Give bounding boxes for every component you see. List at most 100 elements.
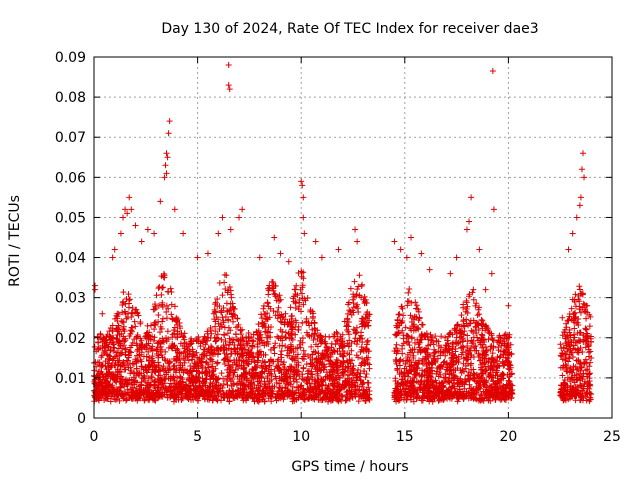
data-point [233,381,240,388]
data-point [459,349,466,356]
data-point [471,394,478,401]
data-point [296,392,303,399]
data-point [144,226,151,233]
data-point [155,352,162,359]
data-point [227,226,234,233]
data-point [398,370,405,377]
data-point [125,364,132,371]
data-point [398,303,405,310]
data-point [187,362,194,369]
data-point [297,344,304,351]
data-point [346,381,353,388]
data-point [176,367,183,374]
data-point [267,356,274,363]
data-point [263,328,270,335]
data-point [223,300,230,307]
data-point [561,379,568,386]
data-point [355,354,362,361]
data-point [578,364,585,371]
data-point [300,214,307,221]
data-point [270,307,277,314]
data-point [410,385,417,392]
data-point [306,380,313,387]
data-point [444,367,451,374]
data-point [128,313,135,320]
data-point [168,301,175,308]
data-point [464,343,471,350]
data-point [289,336,296,343]
data-point [214,359,221,366]
data-point [137,389,144,396]
data-point [126,297,133,304]
data-point [215,230,222,237]
data-point [577,309,584,316]
data-point [180,230,187,237]
data-point [557,364,564,371]
data-point [280,359,287,366]
data-point [468,337,475,344]
data-point [221,332,228,339]
data-point [291,286,298,293]
data-point [255,321,262,328]
data-point [299,290,306,297]
data-point [275,304,282,311]
data-point [219,214,226,221]
data-point [351,278,358,285]
data-point [259,320,266,327]
data-point [193,349,200,356]
data-point [455,359,462,366]
data-point [155,285,162,292]
data-point [157,343,164,350]
data-point [121,366,128,373]
y-tick-label: 0.02 [55,331,86,347]
data-point [220,342,227,349]
data-point [347,360,354,367]
data-point [398,394,405,401]
data-point [587,359,594,366]
data-point [574,349,581,356]
data-point [318,254,325,261]
data-point [214,296,221,303]
data-point [407,312,414,319]
data-point [117,351,124,358]
data-point [499,370,506,377]
data-point [236,214,243,221]
data-point [94,333,101,340]
data-point [565,358,572,365]
data-point [348,340,355,347]
data-point [121,328,128,335]
data-point [239,326,246,333]
y-tick-label: 0.03 [55,291,86,307]
data-point [418,330,425,337]
data-point [250,338,257,345]
data-point [576,305,583,312]
data-point [138,349,145,356]
data-point [464,360,471,367]
data-point [447,270,454,277]
data-point [566,341,573,348]
data-point [410,352,417,359]
data-point [460,322,467,329]
data-point [311,384,318,391]
data-point [466,390,473,397]
data-point [403,396,410,403]
data-point [271,350,278,357]
data-point [134,332,141,339]
data-point [339,337,346,344]
data-point [215,316,222,323]
data-point [292,317,299,324]
data-point [463,226,470,233]
data-point [297,383,304,390]
data-point [179,376,186,383]
data-point [578,364,585,371]
data-point [285,258,292,265]
data-point [309,376,316,383]
data-point [305,395,312,402]
data-point [492,357,499,364]
data-point [239,206,246,213]
data-point [586,323,593,330]
data-point [407,392,414,399]
data-point [469,289,476,296]
data-point [495,344,502,351]
data-point [181,345,188,352]
